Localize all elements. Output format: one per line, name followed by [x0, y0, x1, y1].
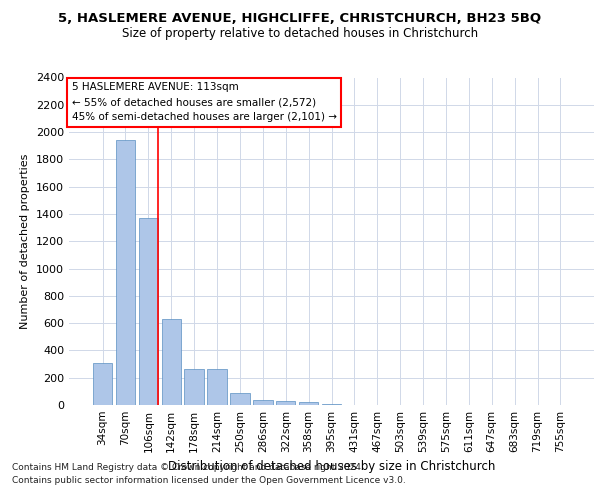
Text: 5, HASLEMERE AVENUE, HIGHCLIFFE, CHRISTCHURCH, BH23 5BQ: 5, HASLEMERE AVENUE, HIGHCLIFFE, CHRISTC… — [58, 12, 542, 24]
Text: 5 HASLEMERE AVENUE: 113sqm
← 55% of detached houses are smaller (2,572)
45% of s: 5 HASLEMERE AVENUE: 113sqm ← 55% of deta… — [71, 82, 337, 122]
Bar — [230, 392, 250, 405]
Y-axis label: Number of detached properties: Number of detached properties — [20, 154, 31, 329]
Bar — [276, 401, 295, 405]
Bar — [184, 369, 204, 405]
Bar — [93, 362, 112, 405]
Bar — [116, 140, 135, 405]
Bar — [253, 400, 272, 405]
X-axis label: Distribution of detached houses by size in Christchurch: Distribution of detached houses by size … — [168, 460, 495, 473]
Bar — [322, 404, 341, 405]
Text: Contains public sector information licensed under the Open Government Licence v3: Contains public sector information licen… — [12, 476, 406, 485]
Bar — [208, 369, 227, 405]
Bar — [299, 402, 319, 405]
Text: Size of property relative to detached houses in Christchurch: Size of property relative to detached ho… — [122, 28, 478, 40]
Bar — [139, 218, 158, 405]
Text: Contains HM Land Registry data © Crown copyright and database right 2024.: Contains HM Land Registry data © Crown c… — [12, 462, 364, 471]
Bar — [161, 319, 181, 405]
